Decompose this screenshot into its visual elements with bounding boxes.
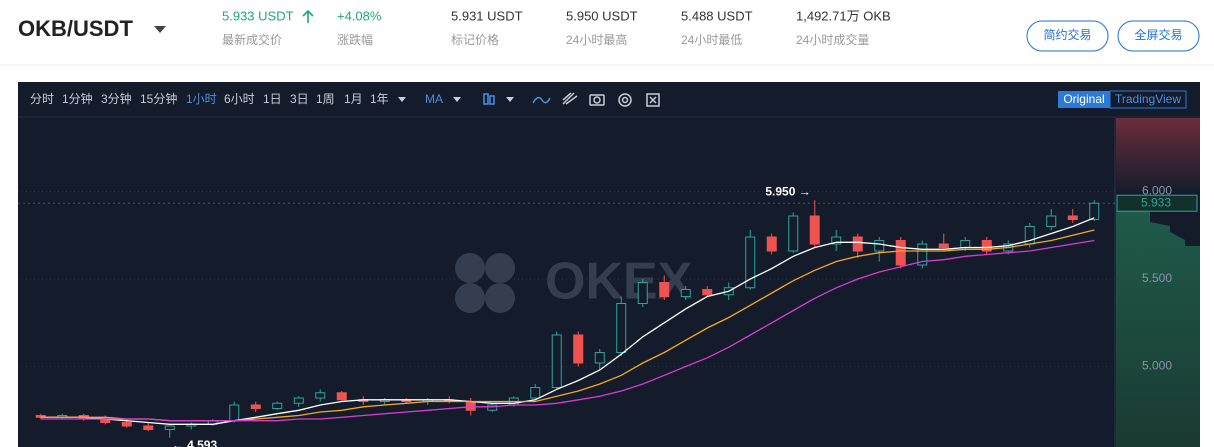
view-active[interactable] <box>1058 91 1110 108</box>
candle-body <box>659 282 670 297</box>
view-label[interactable]: TradingView <box>1115 92 1181 106</box>
stat-value: 1,492.71万 OKB <box>796 8 891 23</box>
candle-body <box>121 422 132 427</box>
toolbar-icons[interactable] <box>483 93 551 105</box>
view-label[interactable]: Original <box>1063 92 1104 106</box>
candle-body <box>164 425 175 430</box>
interval[interactable]: 1小时 <box>186 92 217 106</box>
view-inactive[interactable] <box>1109 90 1187 109</box>
stat-label: 涨跌幅 <box>337 32 373 47</box>
interval[interactable]: 1分钟 <box>62 91 93 106</box>
candle-body <box>229 404 240 422</box>
candle-body <box>35 415 46 418</box>
ma-line <box>40 217 1095 425</box>
stat-label: 24小时最低 <box>681 33 742 47</box>
candle-body <box>874 240 885 252</box>
high-annotation: 5.950 → <box>765 184 810 198</box>
interval[interactable]: 1日 <box>263 92 282 106</box>
ask-depth <box>1116 118 1200 193</box>
candle-body <box>551 334 562 388</box>
stat-value: 5.931 USDT <box>451 8 523 23</box>
candle-body <box>938 243 949 248</box>
up-arrow <box>302 9 314 23</box>
indicator[interactable]: MA <box>425 92 443 106</box>
toolbar-tools[interactable] <box>562 92 660 107</box>
interval[interactable]: 1周 <box>316 92 335 106</box>
candle-body <box>745 236 756 289</box>
stat-value: 5.933 USDT <box>222 8 294 23</box>
ma-line <box>40 239 1095 422</box>
interval[interactable]: 6小时 <box>224 92 255 106</box>
candle-body <box>981 240 992 252</box>
button-label[interactable]: 全屏交易 <box>1134 27 1182 42</box>
candle-body <box>465 401 476 411</box>
stat-label: 标记价格 <box>451 32 499 47</box>
interval-dropdown[interactable] <box>398 97 406 102</box>
candle-body <box>1046 215 1057 227</box>
interval[interactable]: 3日 <box>290 92 309 106</box>
y-tick-label: 6.000 <box>1142 184 1172 198</box>
candle-body <box>809 215 820 245</box>
pair-title[interactable]: OKB/USDT <box>18 16 133 41</box>
candle-body <box>831 236 842 245</box>
button[interactable] <box>1026 20 1109 52</box>
interval[interactable]: 1年 <box>370 92 389 106</box>
candle-body <box>616 303 627 353</box>
stat-label: 24小时最高 <box>566 32 627 47</box>
interval[interactable]: 3分钟 <box>101 91 132 106</box>
stat-label: 最新成交价 <box>222 32 282 47</box>
candle-body <box>637 282 648 304</box>
candle-body <box>852 236 863 252</box>
bid-depth <box>1116 210 1200 447</box>
chart-panel <box>18 82 1200 447</box>
candle-body <box>315 392 326 399</box>
candle-body <box>702 289 713 296</box>
stat-value: 5.488 USDT <box>681 8 753 23</box>
indicator-dropdown[interactable] <box>453 97 461 102</box>
candle-body <box>788 215 799 252</box>
candle-body <box>143 425 154 430</box>
candle-body <box>1067 215 1078 220</box>
candle-body <box>250 404 261 409</box>
last-price-box <box>1116 194 1198 212</box>
candle-body <box>960 240 971 248</box>
candle-body <box>530 387 541 399</box>
candle-body <box>487 404 498 411</box>
watermark: OKEX <box>545 253 693 311</box>
y-tick-label: 5.000 <box>1142 359 1172 373</box>
last-price-label: 5.933 <box>1141 195 1171 209</box>
button[interactable] <box>1117 20 1200 52</box>
interval[interactable]: 分时 <box>30 92 54 106</box>
candle-body <box>272 402 283 409</box>
candle-body <box>293 397 304 404</box>
y-tick-label: 5.500 <box>1142 271 1172 285</box>
candle-body <box>917 243 928 266</box>
interval[interactable]: 1月 <box>344 92 363 106</box>
pair-dropdown[interactable] <box>154 26 166 33</box>
stat-label: 24小时成交量 <box>796 32 869 47</box>
candle-body <box>895 240 906 266</box>
low-annotation: ← 4.593 <box>172 438 218 447</box>
interval[interactable]: 15分钟 <box>140 91 177 106</box>
candle-body <box>680 289 691 297</box>
candle-body <box>594 352 605 364</box>
candle-body <box>573 334 584 364</box>
button-label[interactable]: 简约交易 <box>1043 27 1091 42</box>
stat-value: +4.08% <box>337 8 382 23</box>
stat-value: 5.950 USDT <box>566 8 638 23</box>
candle-body <box>766 236 777 252</box>
watermark-logo <box>455 253 515 313</box>
candle-body <box>1089 202 1100 221</box>
candle-body <box>336 392 347 401</box>
